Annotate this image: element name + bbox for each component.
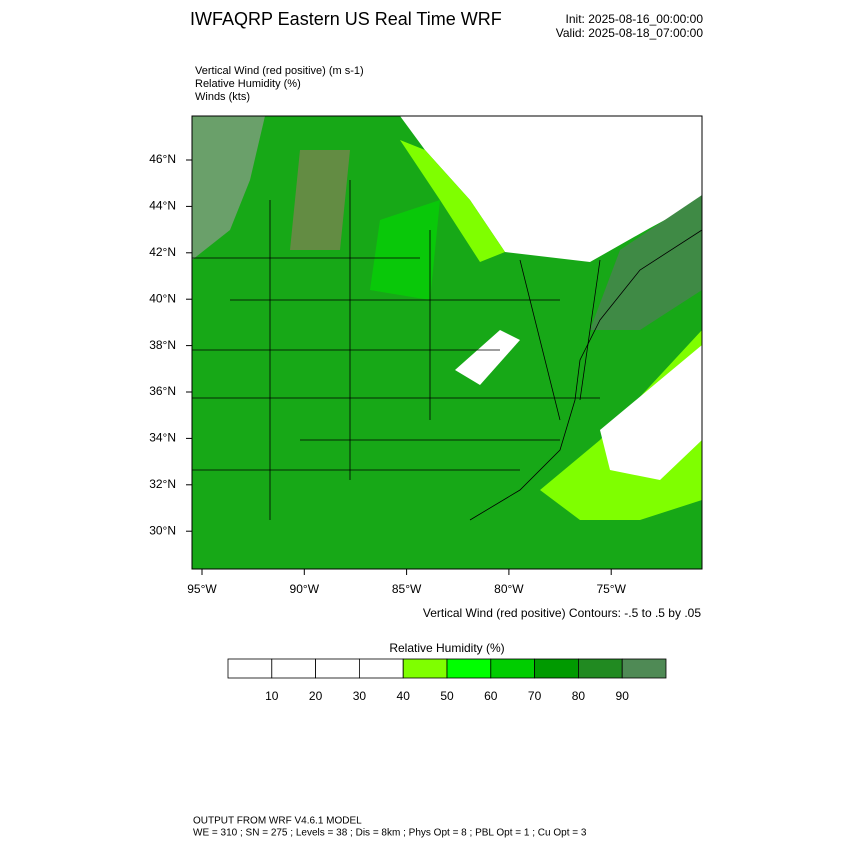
colorbar-tick-label: 90: [616, 689, 630, 703]
lat-label: 40°N: [149, 291, 176, 305]
lat-label: 42°N: [149, 245, 176, 259]
moist-region: [192, 116, 265, 260]
colorbar-tick-label: 50: [440, 689, 454, 703]
legend-line: Winds (kts): [195, 91, 250, 103]
lat-label: 38°N: [149, 338, 176, 352]
lon-label: 75°W: [596, 582, 626, 596]
footer-line: WE = 310 ; SN = 275 ; Levels = 38 ; Dis …: [193, 828, 587, 839]
field-legend: Vertical Wind (red positive) (m s-1)Rela…: [195, 65, 364, 103]
lat-label: 44°N: [149, 199, 176, 213]
colorbar-box: [315, 658, 360, 679]
colorbar-box: [358, 658, 404, 679]
colorbar-box: [271, 658, 316, 679]
lat-label: 30°N: [149, 523, 176, 537]
moist-patch: [370, 200, 440, 300]
map-frame: [191, 115, 703, 570]
dry-region: [600, 345, 702, 480]
lat-label: 36°N: [149, 384, 176, 398]
colorbar-tick-label: 40: [397, 689, 411, 703]
dry-region: [400, 116, 702, 262]
coastline: [469, 229, 703, 521]
moist-band: [400, 140, 505, 262]
axis-labels: 46°N 44°N 42°N 40°N 38°N 36°N 34°N 32°N 30°N 95°W…: [149, 152, 626, 596]
updraft-region: [290, 150, 350, 250]
lon-label: 90°W: [290, 582, 320, 596]
moist-region: [590, 195, 702, 330]
lat-label: 32°N: [149, 477, 176, 491]
state-borders: [192, 180, 601, 520]
colorbar-box: [578, 658, 623, 679]
colorbar-box: [534, 658, 579, 679]
contour-note: Vertical Wind (red positive) Contours: -…: [423, 606, 701, 620]
colorbar-box: [446, 658, 492, 679]
colorbar-tick-label: 30: [353, 689, 367, 703]
colorbar-tick-label: 10: [265, 689, 279, 703]
colorbar-tick-label: 60: [484, 689, 498, 703]
colorbar-title: Relative Humidity (%): [389, 641, 504, 655]
colorbar-box: [621, 658, 667, 679]
colorbar-tick-label: 70: [528, 689, 542, 703]
lat-label: 46°N: [149, 152, 176, 166]
init-time: Init: 2025-08-16_00:00:00: [566, 12, 704, 26]
lat-label: 34°N: [149, 431, 176, 445]
lon-label: 95°W: [187, 582, 217, 596]
legend-line: Relative Humidity (%): [195, 78, 301, 90]
dry-region: [455, 330, 520, 385]
title: IWFAQRP Eastern US Real Time WRF: [190, 9, 502, 29]
colorbar: 10 20 30 40 50 60 70 80 90: [227, 658, 667, 703]
legend-line: Vertical Wind (red positive) (m s-1): [195, 65, 364, 77]
valid-time: Valid: 2025-08-18_07:00:00: [556, 26, 704, 40]
footer-line: OUTPUT FROM WRF V4.6.1 MODEL: [193, 816, 362, 827]
lon-label: 85°W: [392, 582, 422, 596]
colorbar-tick-label: 80: [572, 689, 586, 703]
map: 46°N 44°N 42°N 40°N 38°N 36°N 34°N 32°N 30°N 95°W…: [149, 115, 703, 596]
lon-label: 80°W: [494, 582, 524, 596]
colorbar-box: [490, 658, 535, 679]
colorbar-box: [227, 658, 273, 679]
colorbar-box: [402, 658, 448, 679]
colorbar-tick-label: 20: [309, 689, 323, 703]
